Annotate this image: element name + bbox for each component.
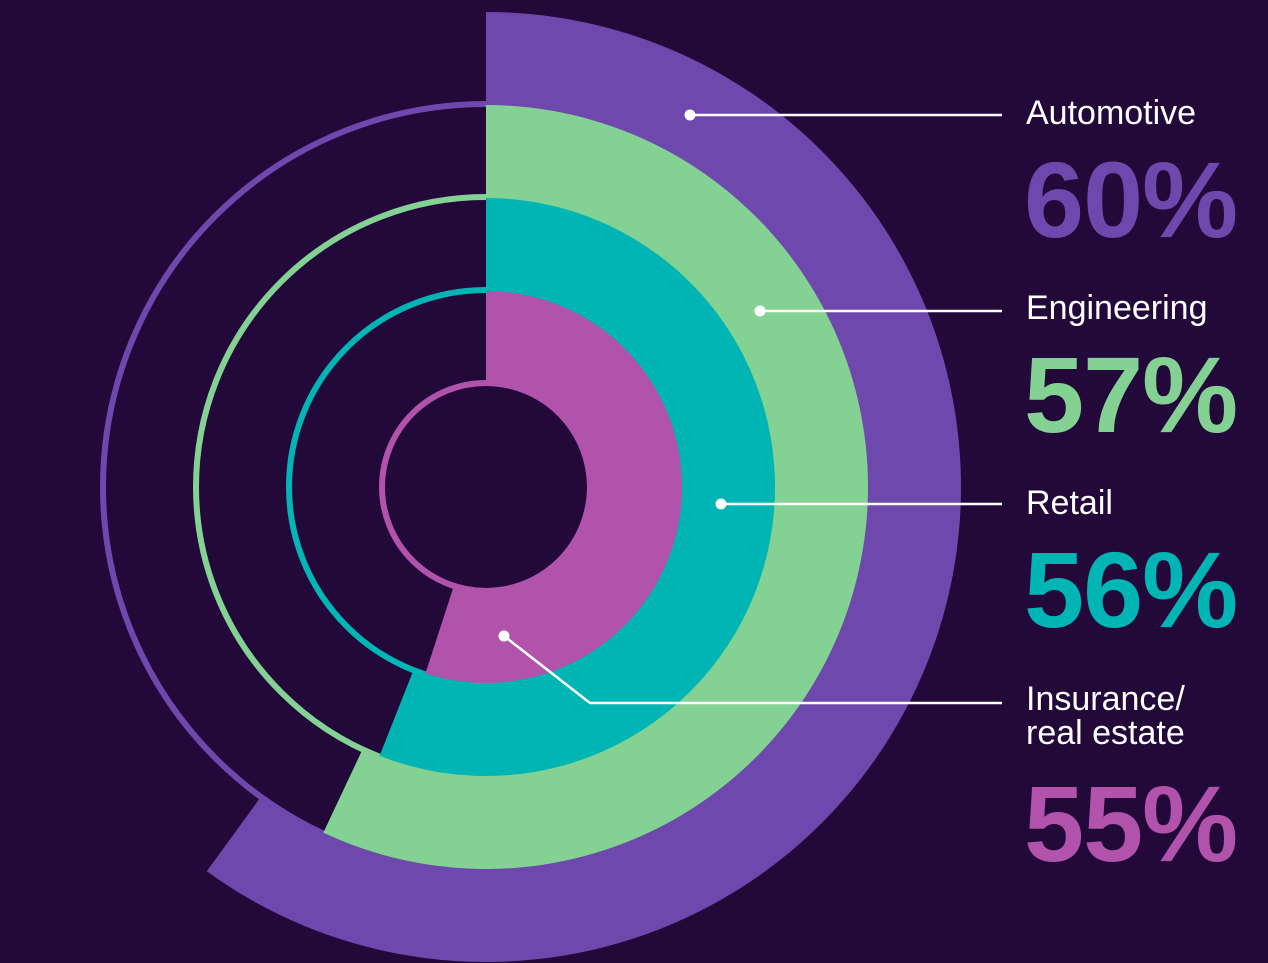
value-insurance-real-estate: 55% [1024, 763, 1238, 884]
bar-automotive [206, 12, 961, 963]
leader-dot-automotive [684, 109, 696, 121]
label-retail: Retail [1026, 484, 1113, 522]
leader-dot-insurance-real-estate [498, 630, 510, 642]
bar-insurance-real-estate [425, 291, 682, 683]
value-engineering: 57% [1024, 334, 1238, 455]
value-automotive: 60% [1024, 139, 1238, 260]
value-retail: 56% [1024, 529, 1238, 650]
label-insurance-real-estate: Insurance/ real estate [1026, 680, 1185, 752]
label-automotive: Automotive [1026, 94, 1197, 132]
leader-dot-engineering [754, 305, 766, 317]
leader-dot-retail [715, 498, 727, 510]
bar-engineering [323, 105, 869, 869]
label-engineering: Engineering [1026, 289, 1208, 327]
leader-line-insurance-real-estate [503, 635, 1002, 705]
bar-retail [379, 198, 775, 776]
